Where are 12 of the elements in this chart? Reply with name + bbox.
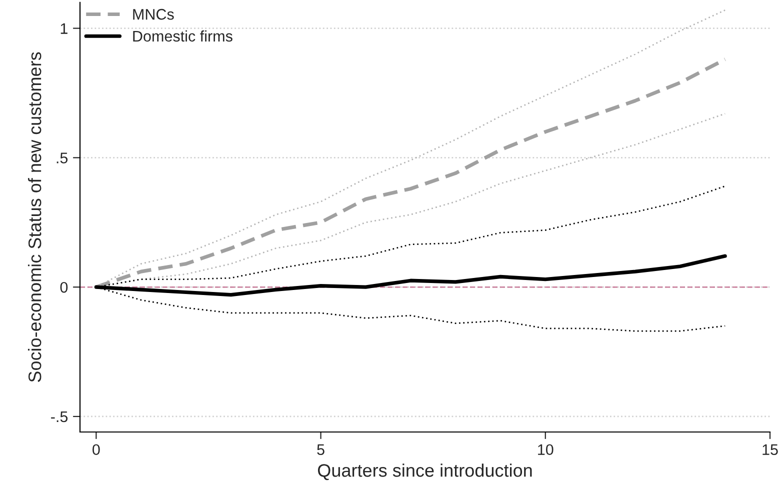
x-tick-label: 5 [317,444,324,456]
y-tick-label: 1 [60,23,68,34]
legend-label: MNCs [133,8,174,20]
y-tick-label: .5 [56,152,68,164]
legend-label: Domestic firms [133,30,232,42]
y-tick-label: 0 [60,282,68,293]
y-tick-label: -.5 [51,412,68,422]
y-axis-title: Socio-economic Status of new customers [28,52,42,382]
x-tick-label: 15 [762,444,778,456]
x-axis-title: Quarters since introduction [318,464,532,480]
x-tick-label: 0 [92,444,100,456]
x-tick-label: 10 [538,444,554,456]
